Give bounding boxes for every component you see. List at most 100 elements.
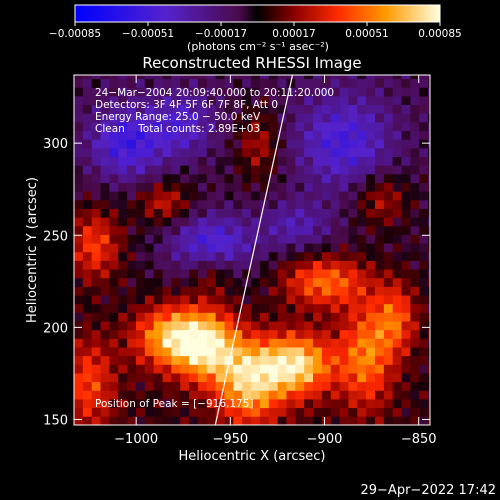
colorbar: [74, 4, 441, 23]
heatmap-cell: [357, 104, 367, 114]
chart-title: Reconstructed RHESSI Image: [142, 54, 361, 72]
heatmap-cell: [144, 312, 155, 322]
heatmap-cell: [135, 364, 146, 374]
heatmap-cell: [392, 243, 402, 253]
heatmap-cell: [82, 251, 93, 261]
heatmap-cell: [197, 130, 208, 140]
heatmap-cell: [374, 373, 385, 383]
heatmap-cell: [321, 208, 332, 218]
heatmap-cell: [259, 295, 270, 305]
heatmap-cell: [277, 243, 287, 253]
heatmap-cell: [295, 182, 305, 192]
heatmap-cell: [109, 130, 119, 140]
heatmap-cell: [100, 286, 110, 296]
heatmap-image: [74, 75, 430, 425]
heatmap-cell: [251, 165, 261, 175]
heatmap-cell: [401, 113, 411, 123]
heatmap-cell: [171, 338, 181, 348]
heatmap-cell: [321, 277, 332, 287]
heatmap-cell: [295, 139, 305, 149]
heatmap-cell: [91, 225, 101, 235]
heatmap-cell: [135, 243, 146, 253]
heatmap-cell: [233, 121, 243, 132]
heatmap-cell: [383, 104, 394, 114]
heatmap-cell: [313, 312, 323, 322]
heatmap-cell: [224, 277, 234, 287]
heatmap-cell: [153, 199, 163, 209]
heatmap-cell: [162, 312, 172, 322]
heatmap-cell: [259, 355, 270, 365]
heatmap-cell: [153, 182, 163, 192]
heatmap-cell: [410, 355, 420, 365]
heatmap-cell: [100, 381, 110, 391]
heatmap-cell: [277, 260, 287, 270]
heatmap-cell: [295, 355, 305, 365]
heatmap-cell: [242, 260, 252, 270]
heatmap-cell: [374, 87, 385, 97]
heatmap-cell: [330, 251, 340, 261]
heatmap-cell: [313, 165, 323, 175]
heatmap-cell: [109, 191, 119, 201]
heatmap-cell: [206, 416, 217, 425]
heatmap-cell: [197, 277, 208, 287]
heatmap-cell: [383, 269, 394, 279]
heatmap-cell: [91, 104, 101, 114]
heatmap-cell: [304, 269, 314, 279]
heatmap-cell: [392, 173, 402, 183]
heatmap-cell: [401, 312, 411, 322]
heatmap-cell: [153, 381, 163, 391]
heatmap-cell: [321, 329, 332, 339]
heatmap-cell: [91, 165, 101, 175]
heatmap-cell: [215, 104, 225, 114]
heatmap-cell: [277, 87, 287, 97]
heatmap-cell: [374, 381, 385, 391]
heatmap-cell: [251, 243, 261, 253]
heatmap-cell: [82, 199, 93, 209]
heatmap-cell: [197, 191, 208, 201]
heatmap-cell: [374, 390, 385, 400]
heatmap-cell: [74, 260, 84, 270]
heatmap-cell: [268, 234, 279, 244]
heatmap-cell: [304, 217, 314, 227]
heatmap-cell: [339, 156, 349, 166]
heatmap-cell: [383, 399, 394, 409]
heatmap-cell: [109, 199, 119, 209]
heatmap-cell: [109, 225, 119, 235]
heatmap-cell: [189, 347, 199, 357]
heatmap-cell: [428, 225, 430, 235]
heatmap-cell: [197, 260, 208, 270]
heatmap-cell: [348, 121, 358, 132]
heatmap-cell: [144, 121, 155, 132]
heatmap-cell: [171, 199, 181, 209]
heatmap-cell: [428, 260, 430, 270]
heatmap-cell: [268, 260, 279, 270]
heatmap-cell: [410, 130, 420, 140]
heatmap-cell: [410, 173, 420, 183]
heatmap-cell: [74, 303, 84, 313]
heatmap-cell: [171, 347, 181, 357]
heatmap-cell: [286, 121, 296, 132]
heatmap-cell: [295, 173, 305, 183]
heatmap-cell: [428, 243, 430, 253]
heatmap-cell: [374, 217, 385, 227]
heatmap-cell: [321, 217, 332, 227]
heatmap-cell: [259, 147, 270, 158]
heatmap-cell: [144, 269, 155, 279]
heatmap-cell: [100, 407, 110, 417]
heatmap-cell: [215, 286, 225, 296]
heatmap-cell: [127, 199, 137, 209]
heatmap-cell: [357, 269, 367, 279]
heatmap-cell: [348, 355, 358, 365]
heatmap-cell: [428, 277, 430, 287]
heatmap-cell: [304, 199, 314, 209]
heatmap-cell: [100, 269, 110, 279]
heatmap-cell: [348, 373, 358, 383]
heatmap-cell: [419, 269, 429, 279]
heatmap-cell: [197, 147, 208, 158]
heatmap-cell: [268, 75, 279, 80]
heatmap-cell: [304, 321, 314, 331]
heatmap-cell: [189, 104, 199, 114]
heatmap-cell: [295, 121, 305, 132]
heatmap-cell: [242, 234, 252, 244]
heatmap-cell: [277, 75, 287, 80]
